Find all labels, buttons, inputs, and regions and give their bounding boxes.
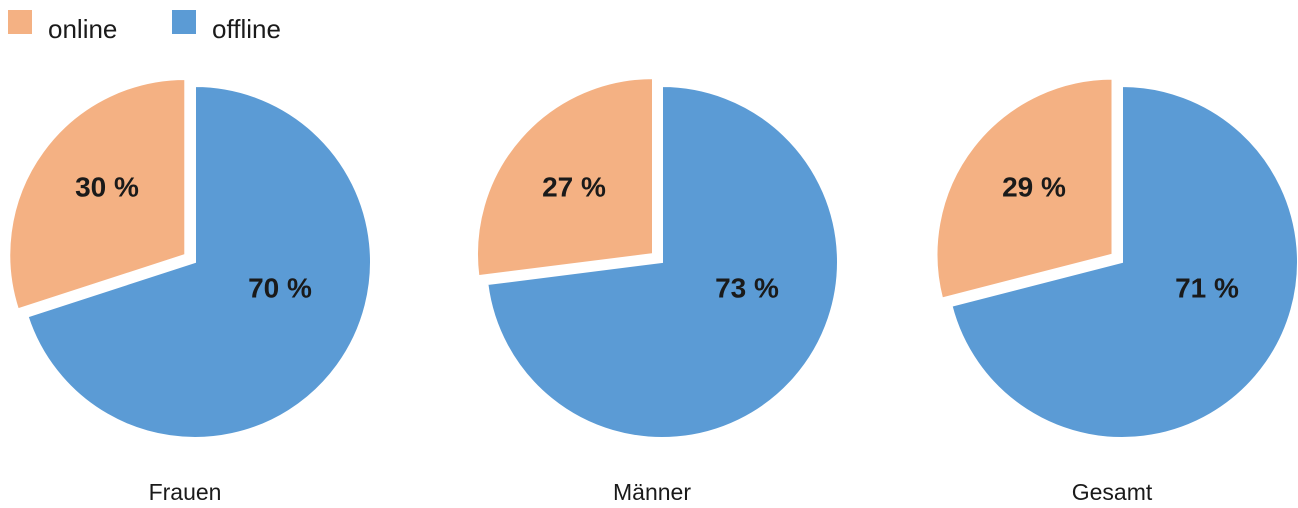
pie-slice <box>26 84 372 439</box>
legend-swatch <box>172 10 196 34</box>
pie-title: Gesamt <box>1072 479 1153 505</box>
value-label: 73 % <box>715 272 779 303</box>
pie-title: Männer <box>613 479 691 505</box>
pie-title: Frauen <box>149 479 222 505</box>
value-label: 27 % <box>542 171 606 202</box>
pie-slice <box>486 84 839 439</box>
value-label: 30 % <box>75 171 139 202</box>
value-label: 29 % <box>1002 171 1066 202</box>
legend-label: offline <box>212 14 281 44</box>
pie-slice <box>950 84 1298 439</box>
legend-label: online <box>48 14 117 44</box>
pie-slice <box>935 77 1114 300</box>
value-label: 70 % <box>248 272 312 303</box>
value-label: 71 % <box>1175 272 1239 303</box>
pie-slice <box>8 77 187 311</box>
pie-slice <box>476 77 654 278</box>
legend-swatch <box>8 10 32 34</box>
legend: online offline <box>8 10 281 44</box>
